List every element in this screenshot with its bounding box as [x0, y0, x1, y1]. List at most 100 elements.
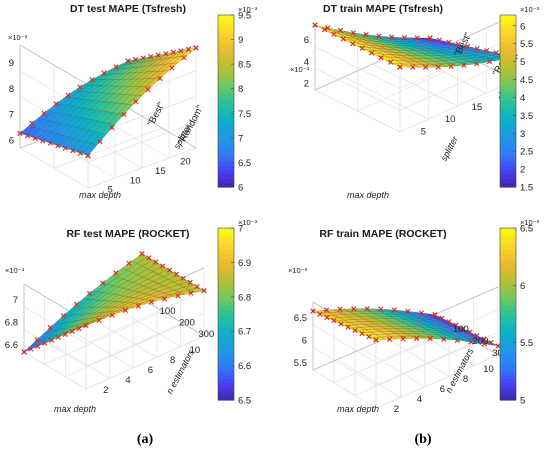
data-marker	[373, 337, 379, 343]
data-marker	[65, 92, 71, 98]
colorbar-segment	[218, 378, 234, 384]
data-marker	[35, 343, 41, 349]
colorbar-segment	[218, 109, 234, 115]
x-tick-label: 10	[445, 114, 456, 125]
data-marker	[187, 279, 193, 286]
colorbar-segment	[500, 318, 516, 324]
colorbar-segment	[500, 271, 516, 276]
colorbar-segment	[500, 182, 516, 188]
colorbar-exponent: ×10⁻³	[238, 218, 258, 227]
colorbar-segment	[500, 169, 516, 175]
data-marker	[436, 37, 443, 43]
data-marker	[69, 328, 75, 335]
colorbar-tick-label: 9	[238, 35, 243, 46]
data-marker	[47, 324, 53, 331]
colorbar-segment	[218, 118, 234, 124]
colorbar-segment	[218, 292, 234, 298]
data-marker	[441, 336, 447, 342]
data-marker	[422, 64, 429, 70]
data-marker	[453, 322, 459, 328]
data-marker	[97, 138, 103, 145]
colorbar-segment	[218, 152, 234, 158]
y-tick-label: 100	[160, 306, 176, 317]
colorbar-segment	[218, 266, 234, 272]
colorbar-frame	[499, 227, 517, 401]
data-marker	[42, 340, 48, 346]
colorbar-segment	[218, 344, 234, 349]
colorbar-segment	[500, 374, 516, 380]
x-tick-label: 10	[130, 175, 141, 186]
data-marker	[310, 308, 316, 314]
colorbar-segment	[500, 395, 516, 401]
data-marker	[201, 288, 207, 294]
data-marker	[32, 135, 38, 141]
data-marker	[474, 61, 480, 67]
z-tick-label: 8	[9, 84, 14, 95]
colorbar-segment	[218, 101, 234, 106]
data-marker	[133, 99, 139, 105]
data-marker	[465, 43, 471, 50]
data-marker	[21, 349, 27, 355]
colorbar-segment	[500, 301, 516, 306]
x-axis-label: max depth	[337, 404, 379, 414]
colorbar-segment	[218, 105, 234, 111]
data-marker	[369, 50, 375, 56]
colorbar-segment	[500, 258, 516, 263]
colorbar-segment	[500, 262, 516, 268]
data-marker	[359, 330, 365, 337]
colorbar-segment	[500, 126, 516, 132]
data-marker	[86, 290, 93, 296]
colorbar-tick-label: 1.5	[520, 183, 533, 194]
data-marker	[352, 327, 358, 333]
colorbar-segment	[500, 62, 516, 68]
data-marker	[113, 64, 119, 70]
colorbar-segment	[218, 395, 234, 401]
colorbar-segment	[218, 387, 234, 392]
colorbar-segment	[500, 387, 516, 392]
y-axis-label: n estimators	[443, 346, 475, 394]
z-exponent: ×10⁻³	[8, 33, 28, 42]
colorbar-segment	[218, 348, 234, 354]
colorbar-segment	[218, 365, 234, 371]
colorbar-segment	[500, 174, 516, 179]
colorbar-segment	[218, 126, 234, 132]
colorbar-segment	[500, 361, 516, 367]
x-axis-label: max depth	[79, 190, 121, 200]
colorbar-segment	[500, 249, 516, 255]
colorbar-segment	[218, 58, 234, 63]
x-tick-label: 8	[463, 374, 468, 385]
data-marker	[193, 45, 199, 51]
y-tick-label: 200	[473, 336, 489, 347]
data-marker	[324, 314, 330, 321]
colorbar-segment	[218, 283, 234, 289]
colorbar: 6 6.5 7 7.5 8 8.5 9 9.5×10⁻³	[217, 5, 258, 194]
colorbar-segment	[218, 357, 234, 362]
data-marker	[83, 322, 89, 329]
data-marker	[337, 27, 344, 33]
data-marker	[446, 39, 452, 45]
data-marker	[338, 321, 344, 327]
data-marker	[34, 337, 40, 343]
z-tick-label: 4	[304, 57, 309, 68]
colorbar-tick-label: 2	[520, 165, 525, 176]
data-marker	[53, 101, 59, 107]
colorbar-segment	[218, 249, 234, 255]
data-marker	[414, 35, 420, 41]
data-marker	[113, 270, 119, 276]
colorbar-segment	[500, 253, 516, 259]
chart-grid	[312, 286, 499, 409]
x-tick-label: 4	[125, 375, 130, 386]
data-marker	[146, 255, 152, 261]
colorbar-segment	[500, 122, 516, 128]
colorbar-segment	[500, 66, 516, 72]
colorbar-segment	[500, 245, 516, 251]
colorbar-segment	[500, 58, 516, 63]
data-marker	[376, 33, 382, 39]
colorbar-segment	[500, 292, 516, 298]
colorbar-segment	[500, 305, 516, 311]
data-marker	[378, 306, 384, 312]
data-marker	[486, 59, 493, 65]
